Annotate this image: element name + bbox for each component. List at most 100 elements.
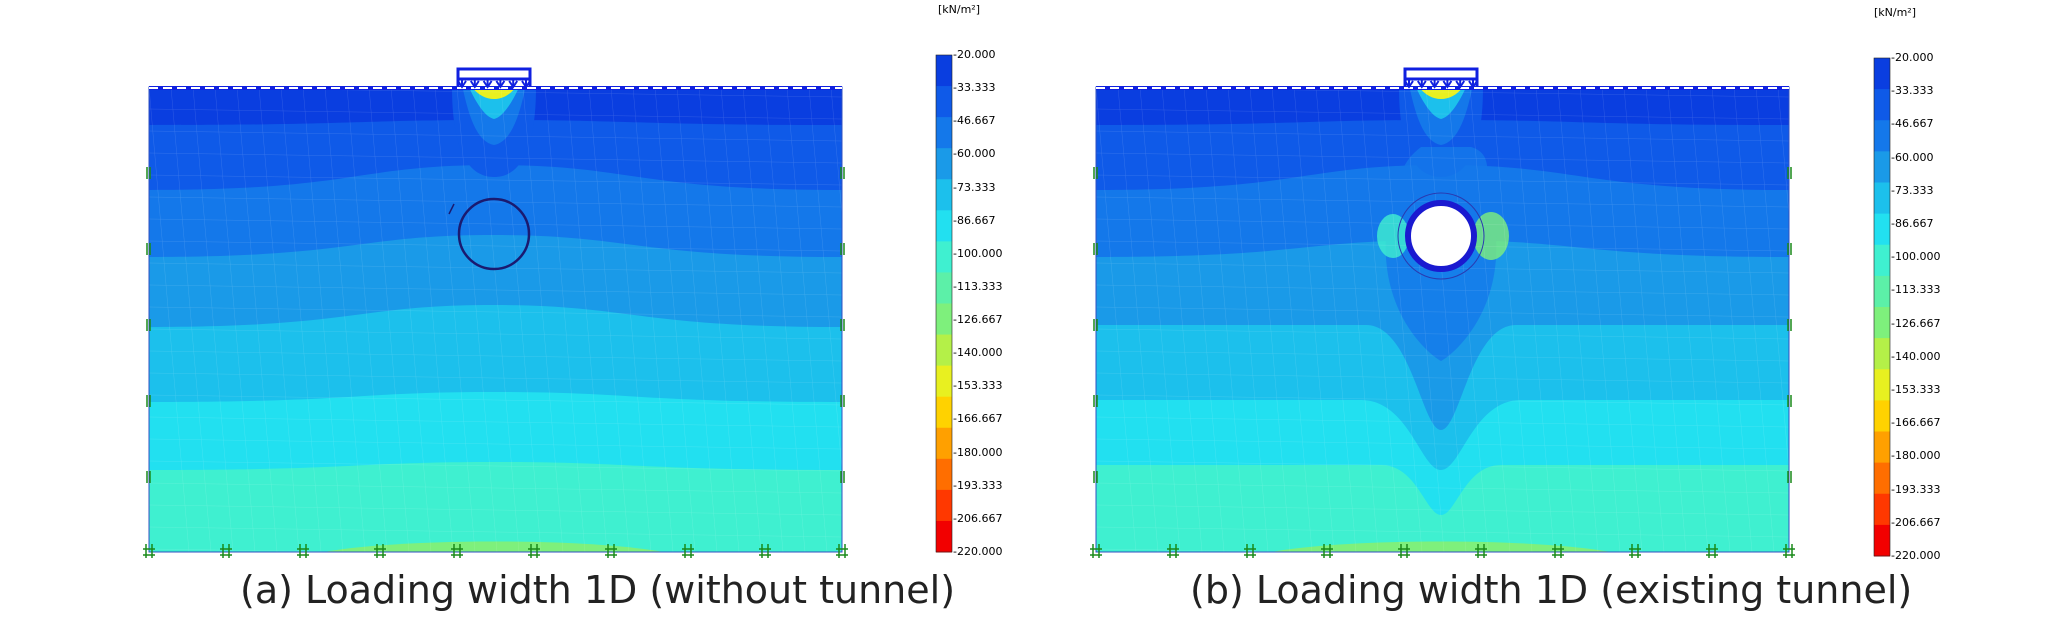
soil-domain bbox=[149, 87, 842, 552]
legend-unit-b: [kN/m²] bbox=[1874, 6, 1917, 19]
side-support bbox=[1093, 319, 1098, 331]
legend-swatch bbox=[1874, 524, 1890, 557]
base-support bbox=[605, 544, 617, 558]
side-support bbox=[1093, 243, 1098, 255]
legend-tick-label: -180.000 bbox=[1891, 449, 1941, 463]
legend-tick-label: -126.667 bbox=[1891, 316, 1941, 330]
legend-swatch bbox=[1874, 369, 1890, 401]
base-support bbox=[1244, 544, 1256, 558]
legend-swatch bbox=[1874, 120, 1890, 152]
legend-tick-label: -193.333 bbox=[953, 478, 1003, 492]
legend-swatch bbox=[936, 520, 952, 553]
legend-swatch bbox=[936, 427, 952, 460]
base-support bbox=[1090, 544, 1102, 558]
load-arrow-head bbox=[508, 80, 519, 89]
tunnel-lining bbox=[1405, 200, 1477, 272]
load-arrow-head bbox=[495, 80, 506, 89]
legend-swatch bbox=[1874, 182, 1890, 215]
side-support bbox=[840, 167, 845, 179]
tunnel-marker bbox=[448, 203, 455, 215]
legend-swatch bbox=[936, 210, 952, 242]
legend-tick-label: -20.000 bbox=[1891, 51, 1934, 64]
side-support bbox=[840, 471, 845, 483]
side-support bbox=[146, 395, 151, 407]
base-support bbox=[1783, 544, 1795, 558]
side-support bbox=[146, 167, 151, 179]
legend-tick-label: -166.667 bbox=[1891, 416, 1941, 430]
legend-tick-label: -206.667 bbox=[953, 511, 1003, 525]
legend-tick-label: -100.000 bbox=[953, 246, 1003, 260]
base-support bbox=[143, 544, 155, 558]
base-support bbox=[1629, 544, 1641, 558]
side-support bbox=[840, 319, 845, 331]
base-support bbox=[374, 544, 386, 558]
legend-swatch bbox=[936, 489, 952, 522]
legend-swatch bbox=[1874, 431, 1890, 464]
legend-tick-label: -193.333 bbox=[1891, 482, 1941, 496]
caption-b: (b) Loading width 1D (existing tunnel) bbox=[1190, 568, 1913, 612]
load-arrow-head bbox=[482, 80, 493, 89]
legend-tick-label: -166.667 bbox=[953, 412, 1003, 426]
side-support bbox=[1787, 167, 1792, 179]
legend-frame bbox=[935, 54, 953, 553]
legend-swatch bbox=[1874, 213, 1890, 246]
legend-tick-label: -33.333 bbox=[953, 81, 996, 95]
legend-swatch bbox=[936, 117, 952, 149]
base-support bbox=[1552, 544, 1564, 558]
legend-swatch bbox=[936, 86, 952, 118]
stress-concentration bbox=[1377, 214, 1409, 258]
legend-tick-label: -220.000 bbox=[953, 545, 1003, 558]
legend-tick-label: -46.667 bbox=[1891, 117, 1934, 131]
side-support bbox=[146, 243, 151, 255]
soil-domain bbox=[1096, 87, 1789, 552]
legend-swatch bbox=[1874, 58, 1890, 90]
base-support bbox=[1475, 544, 1487, 558]
panel-b: [kN/m²] -20.000 -33.333 -46.667 -60.000 -73.… bbox=[1000, 0, 2067, 617]
base-support bbox=[759, 544, 771, 558]
side-support bbox=[840, 243, 845, 255]
load-frame bbox=[1403, 67, 1479, 81]
tunnel-outline bbox=[457, 197, 531, 271]
legend-swatch bbox=[936, 334, 952, 367]
legend-swatch bbox=[1874, 400, 1890, 432]
side-support bbox=[146, 319, 151, 331]
legend-swatch bbox=[936, 303, 952, 336]
load-frame bbox=[456, 67, 532, 81]
legend-tick-label: -140.000 bbox=[953, 346, 1003, 360]
contour-plot-a bbox=[143, 54, 953, 558]
legend-swatch bbox=[1874, 462, 1890, 495]
caption-a: (a) Loading width 1D (without tunnel) bbox=[240, 568, 956, 612]
side-support bbox=[1093, 167, 1098, 179]
legend-swatch bbox=[1874, 244, 1890, 277]
legend-tick-label: -206.667 bbox=[1891, 515, 1941, 529]
legend-swatch bbox=[1874, 89, 1890, 121]
contour-plot-b bbox=[1090, 57, 1891, 558]
legend-swatch bbox=[1874, 275, 1890, 308]
legend-tick-label: -220.000 bbox=[1891, 549, 1941, 562]
legend-tick-label: -33.333 bbox=[1891, 84, 1934, 98]
legend-tick-label: -60.000 bbox=[1891, 150, 1934, 164]
legend-tick-label: -86.667 bbox=[1891, 217, 1934, 230]
relief-zone-bottom bbox=[1385, 236, 1497, 361]
side-support bbox=[1787, 395, 1792, 407]
stress-band bbox=[1096, 465, 1789, 552]
legend-tick-label: -140.000 bbox=[1891, 349, 1941, 363]
legend-swatch bbox=[936, 55, 952, 87]
legend-tick-label: -153.333 bbox=[953, 379, 1003, 393]
legend-tick-label: -20.000 bbox=[953, 48, 996, 61]
legend-swatch bbox=[1874, 151, 1890, 183]
base-bulge bbox=[324, 541, 664, 552]
legend-swatch bbox=[936, 148, 952, 180]
load-arrow-head bbox=[1429, 80, 1440, 89]
base-support bbox=[528, 544, 540, 558]
base-support bbox=[1167, 544, 1179, 558]
legend-tick-label: -86.667 bbox=[953, 213, 996, 227]
load-arrow-head bbox=[1442, 80, 1453, 89]
legend-swatch bbox=[936, 458, 952, 491]
base-bulge bbox=[1271, 541, 1611, 552]
legend-unit-a: [kN/m²] bbox=[938, 3, 981, 16]
base-support bbox=[682, 544, 694, 558]
legend-swatch bbox=[936, 241, 952, 273]
legend-tick-label: -153.333 bbox=[1891, 383, 1941, 396]
stress-band bbox=[149, 462, 842, 552]
